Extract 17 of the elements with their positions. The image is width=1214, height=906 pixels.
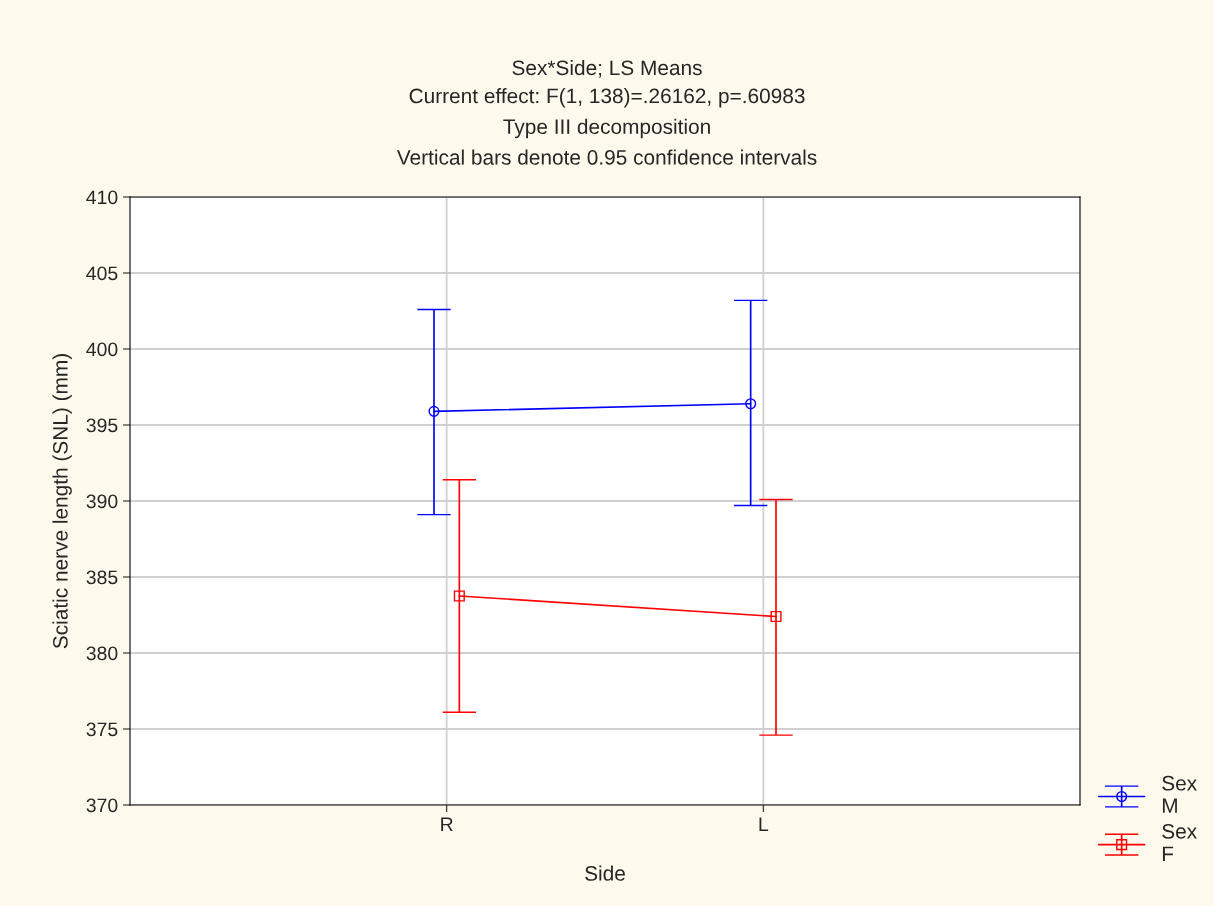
- x-tick-label: L: [759, 817, 769, 831]
- y-axis-title: Sciatic nerve length (SNL) (mm): [52, 354, 72, 649]
- legend-label: Sex M: [1162, 775, 1197, 813]
- y-tick-label: 370: [86, 798, 118, 813]
- x-axis-title: Side: [585, 865, 625, 881]
- y-tick-label: 385: [86, 570, 118, 585]
- y-tick-label: 405: [86, 266, 118, 281]
- chart-title: Sex*Side; LS Means: [512, 59, 702, 78]
- y-tick-label: 395: [86, 418, 118, 433]
- y-tick-label: 380: [86, 646, 118, 661]
- x-tick-label: R: [441, 817, 453, 831]
- y-tick-label: 390: [86, 494, 118, 509]
- y-tick-label: 400: [86, 342, 118, 357]
- chart-subtitle: Current effect: F(1, 138)=.26162, p=.60983 Type III decomposition Vertical bars denote 0.95 confidence intervals: [396, 88, 817, 165]
- y-tick-label: 375: [86, 722, 118, 737]
- y-tick-label: 410: [86, 190, 118, 205]
- legend-label: Sex F: [1162, 823, 1197, 861]
